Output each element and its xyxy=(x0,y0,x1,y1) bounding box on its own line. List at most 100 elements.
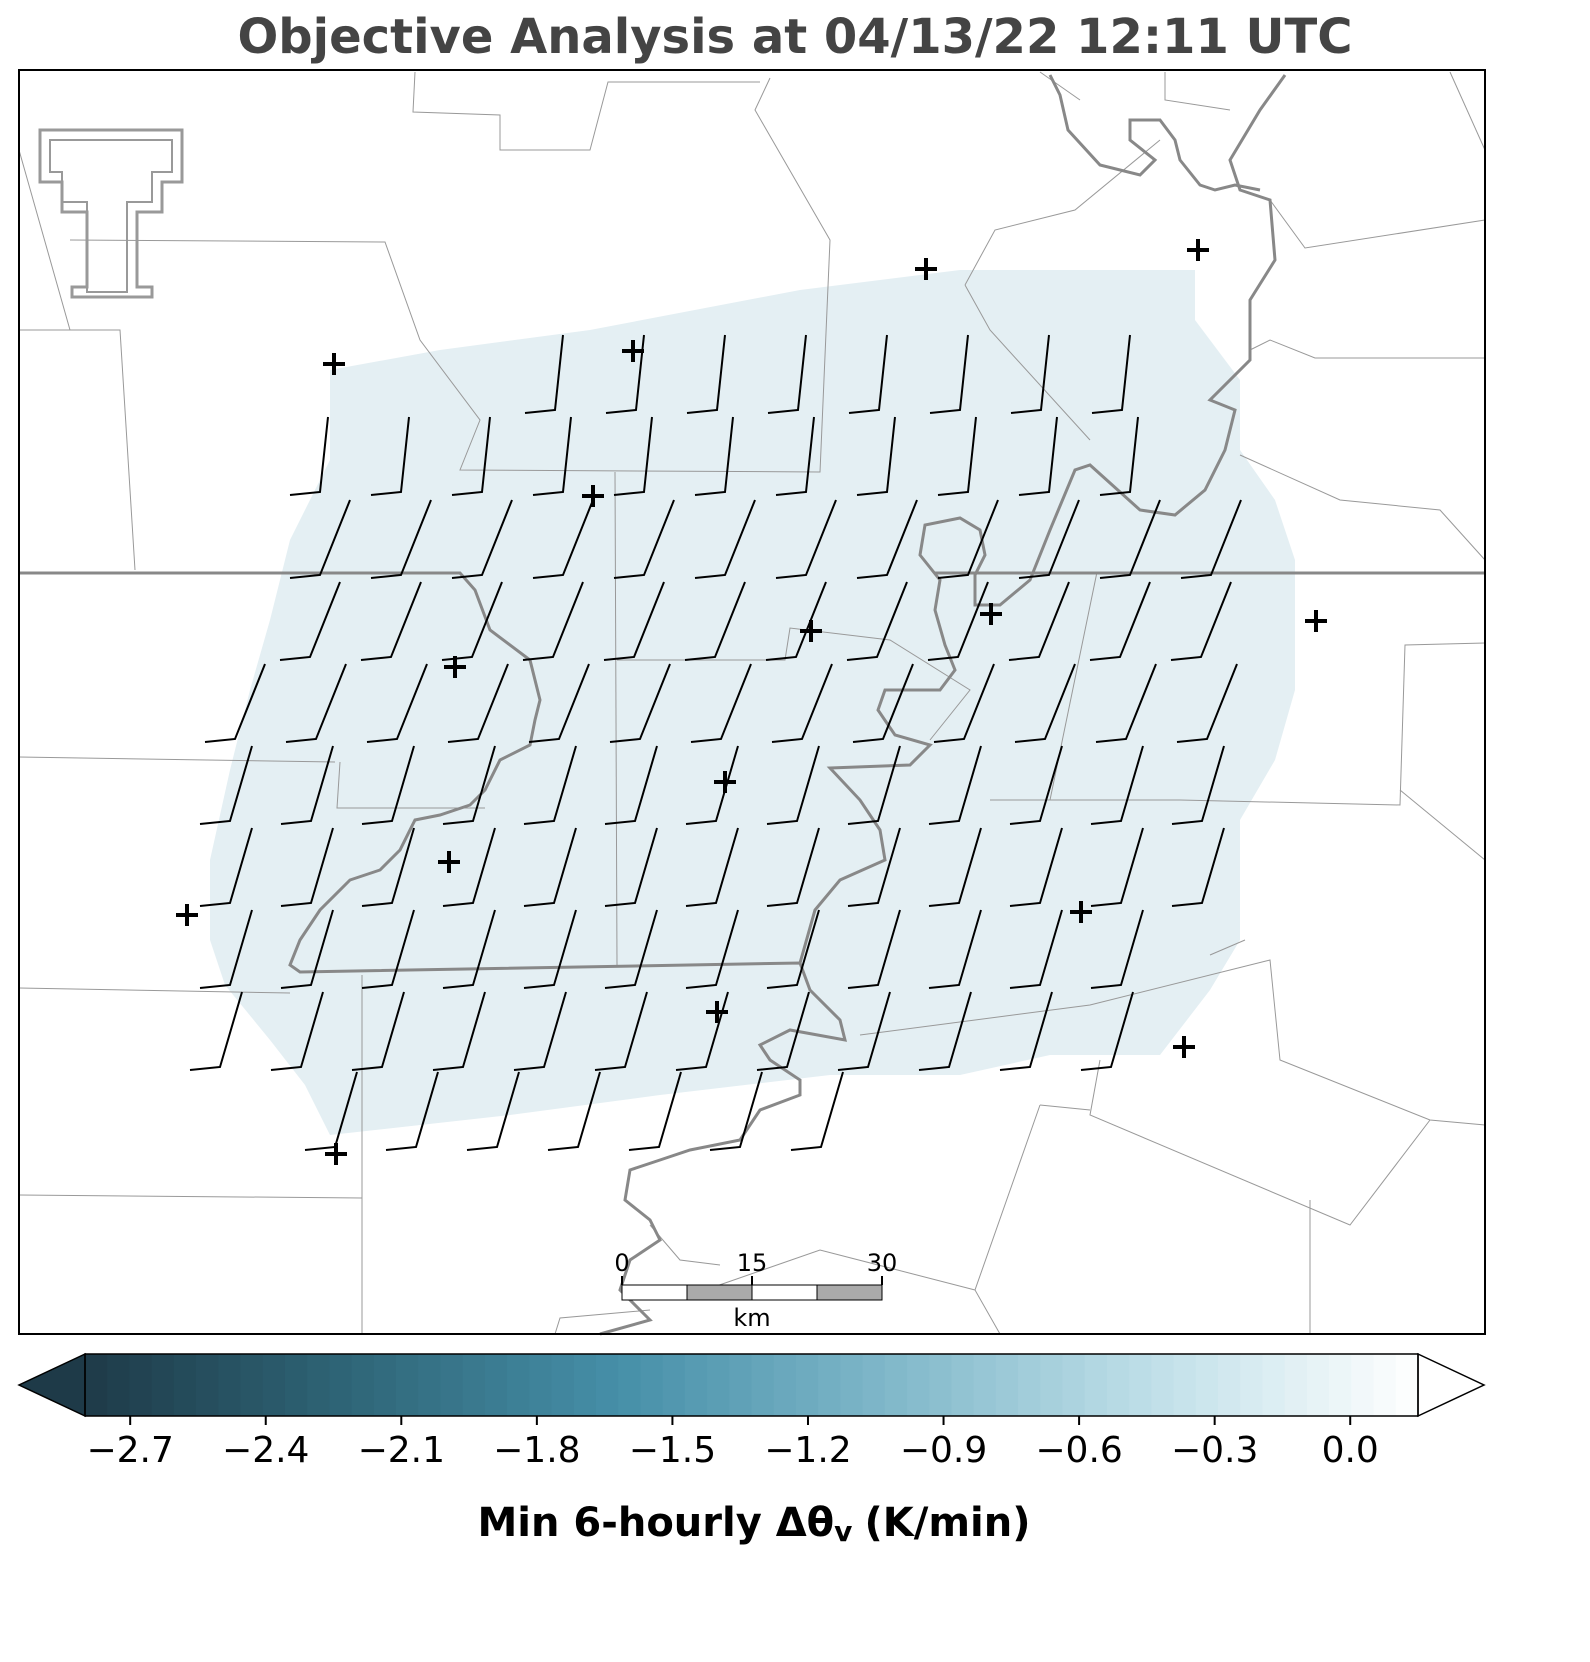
wind-barb xyxy=(466,1071,520,1151)
wind-barb xyxy=(285,663,347,743)
scale-unit: km xyxy=(733,1304,770,1332)
wind-barb xyxy=(447,663,509,743)
colorbar-segment xyxy=(462,1354,486,1416)
colorbar-segment xyxy=(1040,1354,1064,1416)
colorbar-segment xyxy=(929,1354,953,1416)
colorbar-segment xyxy=(1173,1354,1197,1416)
wind-barb xyxy=(523,909,577,989)
colorbar-segment xyxy=(1306,1354,1330,1416)
wind-barb xyxy=(532,416,572,496)
wind-barb xyxy=(766,827,820,907)
wind-barb xyxy=(1018,499,1080,579)
wind-barb xyxy=(528,663,590,743)
wind-barb xyxy=(199,909,253,989)
colorbar-tick-label: −1.2 xyxy=(764,1430,851,1471)
wind-barb xyxy=(451,499,513,579)
colorbar-segment xyxy=(551,1354,575,1416)
colorbar-tick-label: −2.1 xyxy=(358,1430,445,1471)
wind-barb xyxy=(1009,827,1063,907)
wind-barb xyxy=(848,334,888,414)
wind-barb xyxy=(604,827,658,907)
wind-barb xyxy=(1090,827,1144,907)
wind-barb xyxy=(360,581,422,661)
scale-segment xyxy=(816,1284,883,1301)
wind-barb xyxy=(847,745,901,825)
colorbar-segment xyxy=(196,1354,219,1416)
colorbar-segment xyxy=(151,1354,175,1416)
wind-barb xyxy=(204,663,266,743)
wind-barb xyxy=(775,416,815,496)
colorbar-segment xyxy=(1240,1354,1264,1416)
county-lines xyxy=(18,71,1486,1335)
wind-barb xyxy=(765,581,827,661)
colorbar-segment xyxy=(573,1354,597,1416)
colorbar-segment xyxy=(1262,1354,1286,1416)
scale-segment xyxy=(751,1284,818,1301)
colorbar-segment xyxy=(818,1354,841,1416)
colorbar-segment xyxy=(707,1354,730,1416)
colorbar-segment xyxy=(1373,1354,1397,1416)
colorbar-segment xyxy=(107,1354,131,1416)
scale-bar: 0 15 30 km xyxy=(614,1249,897,1332)
wind-barb xyxy=(532,499,594,579)
wind-barb xyxy=(523,827,577,907)
wind-barb xyxy=(937,416,977,496)
wind-barb xyxy=(594,991,648,1071)
wind-barb xyxy=(1018,416,1058,496)
colorbar-extend-high xyxy=(1417,1352,1486,1418)
wind-barb xyxy=(1170,581,1232,661)
wind-barb xyxy=(1008,581,1070,661)
wind-barb xyxy=(442,909,496,989)
colorbar-segment xyxy=(1329,1354,1352,1416)
scale-label: 15 xyxy=(737,1249,768,1277)
wind-barb xyxy=(847,827,901,907)
wind-barb xyxy=(918,991,972,1071)
colorbar: −2.7 −2.4 −2.1 −1.8 −1.5 −1.2 −0.9 −0.6 −0.3 0.0 xyxy=(17,1352,1486,1471)
colorbar-segment xyxy=(640,1354,664,1416)
wind-barb xyxy=(771,663,833,743)
wind-barb xyxy=(441,581,503,661)
wind-barb xyxy=(927,581,989,661)
colorbar-segment xyxy=(973,1354,997,1416)
colorbar-segment xyxy=(418,1354,442,1416)
wind-barb xyxy=(685,909,739,989)
wind-barb xyxy=(852,663,914,743)
colorbar-segment xyxy=(662,1354,686,1416)
colorbar-label: Min 6-hourly Δθv (K/min) xyxy=(478,1500,1031,1548)
wind-barb xyxy=(613,416,653,496)
colorbar-segment xyxy=(618,1354,642,1416)
wind-barb xyxy=(856,499,918,579)
colorbar-segment xyxy=(129,1354,153,1416)
wind-barb xyxy=(1171,745,1225,825)
wind-barb xyxy=(361,745,415,825)
colorbar-segment xyxy=(351,1354,375,1416)
colorbar-segment xyxy=(951,1354,975,1416)
wind-barb xyxy=(775,499,837,579)
wind-barb xyxy=(361,909,415,989)
colorbar-segment xyxy=(729,1354,753,1416)
colorbar-segment xyxy=(1062,1354,1086,1416)
wind-barb xyxy=(442,827,496,907)
wind-barb xyxy=(837,991,891,1071)
wind-barb xyxy=(1090,909,1144,989)
colorbar-segment xyxy=(1284,1354,1308,1416)
colorbar-segment xyxy=(862,1354,886,1416)
wind-barb xyxy=(280,745,334,825)
colorbar-label-main: Min 6-hourly Δθ xyxy=(478,1500,835,1546)
wind-barb xyxy=(933,663,995,743)
scale-segment xyxy=(621,1284,688,1301)
station-markers xyxy=(176,239,1327,1165)
colorbar-label-subscript: v xyxy=(834,1515,852,1548)
colorbar-segment xyxy=(1151,1354,1175,1416)
colorbar-segment xyxy=(1351,1354,1375,1416)
colorbar-segment xyxy=(262,1354,286,1416)
colorbar-segment xyxy=(507,1354,530,1416)
colorbar-segment xyxy=(240,1354,264,1416)
colorbar-segment xyxy=(85,1354,108,1416)
wind-barb xyxy=(522,581,584,661)
wind-barb xyxy=(999,991,1053,1071)
wind-barb xyxy=(766,745,820,825)
colorbar-segment xyxy=(1084,1354,1108,1416)
colorbar-segment xyxy=(995,1354,1019,1416)
